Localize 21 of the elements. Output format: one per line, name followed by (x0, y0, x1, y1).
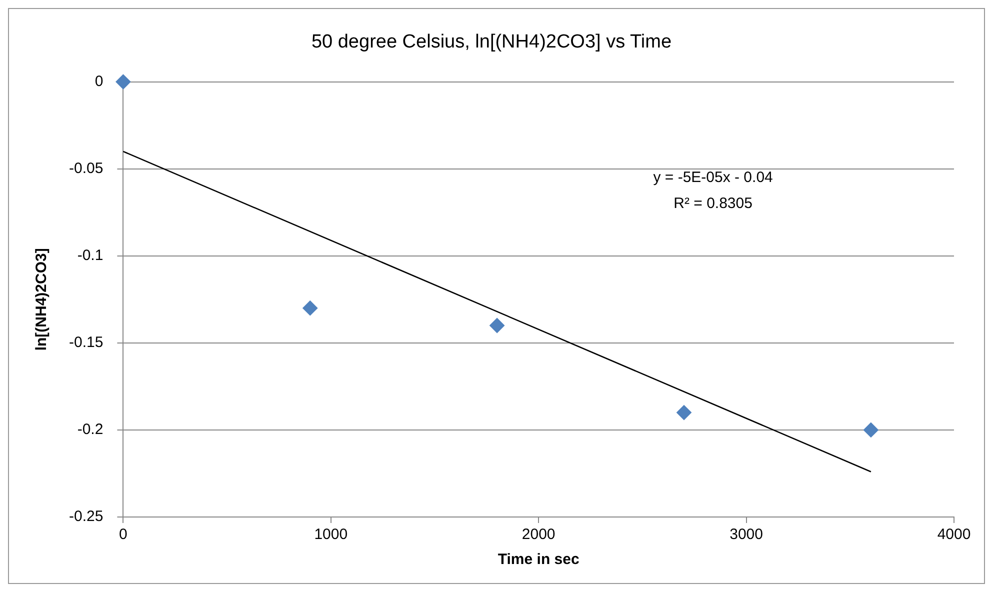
annotation: R² = 0.8305 (674, 194, 752, 212)
y-tick-label: -0.25 (68, 508, 104, 526)
point (490, 318, 505, 334)
point (676, 405, 692, 420)
point (302, 300, 318, 316)
point (863, 422, 878, 438)
y-tick-label: -0.2 (77, 421, 104, 438)
x-tick-label: 4000 (937, 526, 971, 544)
x-tick-label: 2000 (522, 526, 556, 544)
x-axis-title: Time in sec (498, 551, 580, 568)
y-tick-label: 0 (94, 72, 104, 90)
annotation: y = -5E-05x - 0.04 (653, 168, 773, 186)
y-tick-label: -0.05 (68, 160, 104, 177)
y-tick-label: -0.1 (77, 247, 104, 264)
y-axis-title: ln[(NH4)2CO3] (33, 248, 50, 351)
x-tick-label: 3000 (730, 526, 763, 544)
y-tick-label: -0.15 (68, 334, 104, 352)
x-tick-label: 1000 (314, 526, 348, 544)
chart-title: 50 degree Celsius, ln[(NH4)2CO3] vs Time (311, 32, 672, 53)
point (116, 74, 131, 90)
x-tick-label: 0 (119, 526, 128, 544)
